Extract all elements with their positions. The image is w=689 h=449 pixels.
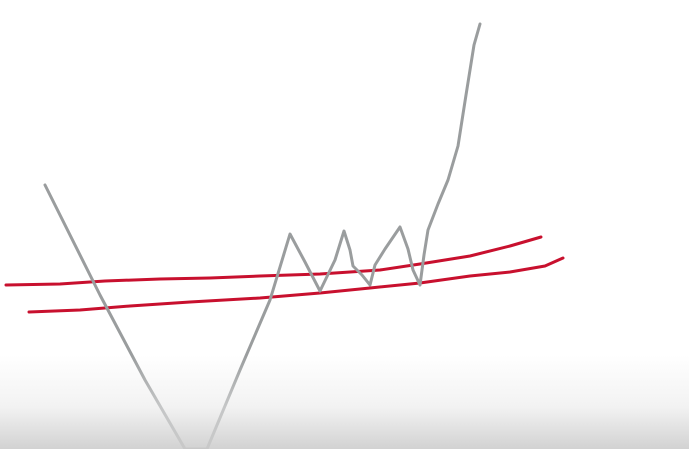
lower-red-band-line <box>27 256 565 314</box>
bottom-shadow <box>0 355 689 449</box>
upper-red-band-line <box>4 235 543 287</box>
